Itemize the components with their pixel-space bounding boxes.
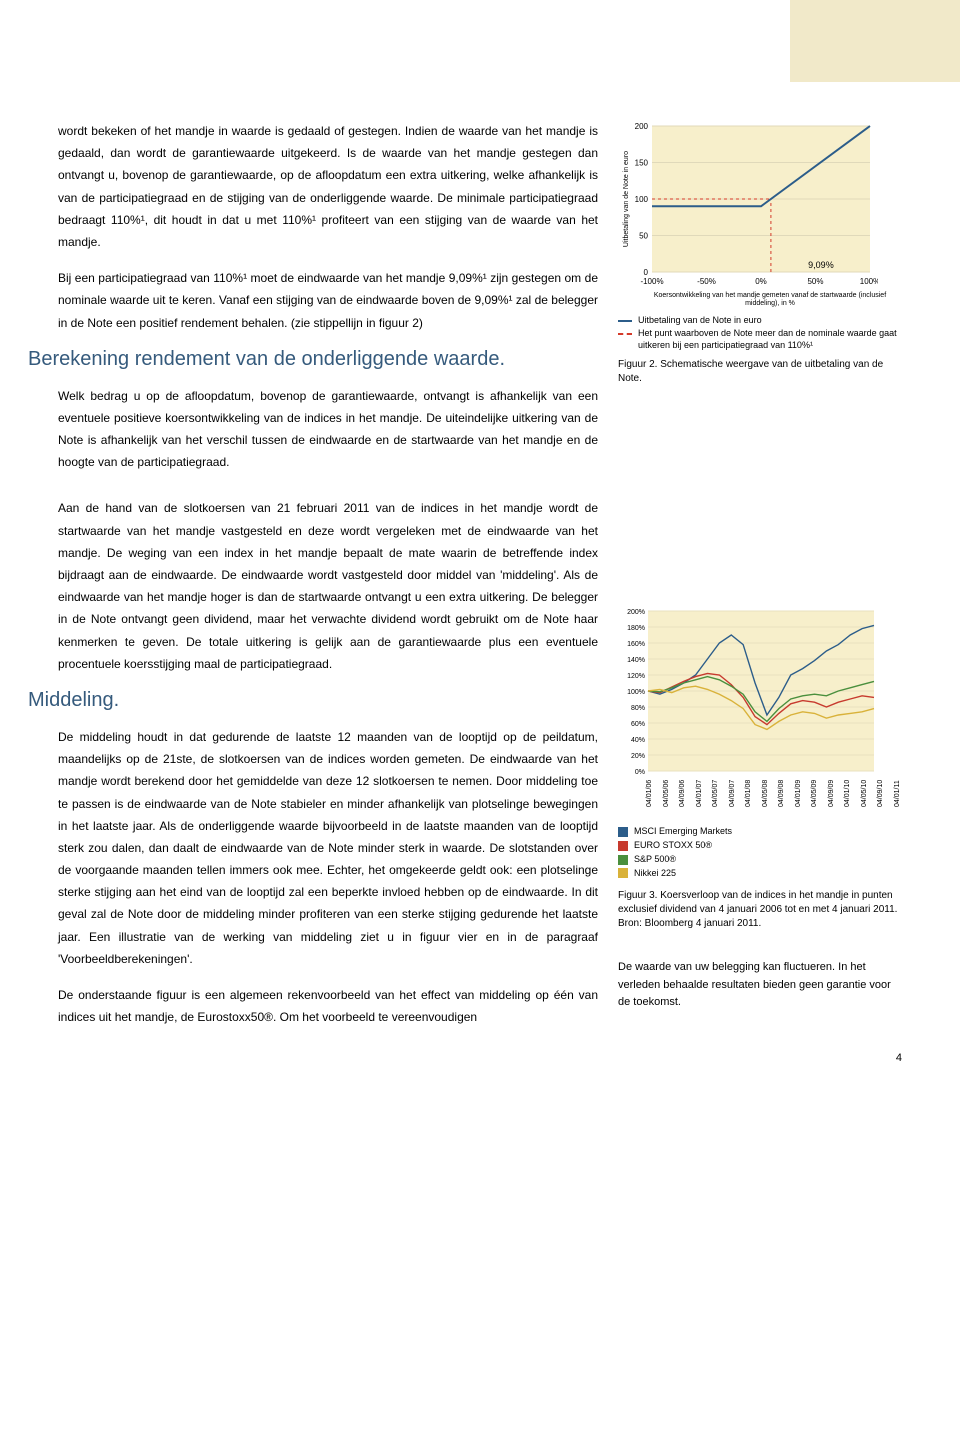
svg-text:40%: 40% (631, 737, 645, 744)
warning-text: De waarde van uw belegging kan fluctuere… (618, 959, 902, 1012)
svg-text:0%: 0% (635, 769, 645, 776)
figure-3-legend: MSCI Emerging Markets EURO STOXX 50® S&P 5… (618, 826, 902, 879)
figure-2-legend-line: Uitbetaling van de Note in euro (638, 315, 762, 327)
figure-3: 0% 20% 40% 60% 80% 100% 120% 140% 160% 180% 200% 0… (618, 607, 902, 931)
heading-middeling: Middeling. (28, 689, 598, 712)
paragraph-3: Welk bedrag u op de afloopdatum, bovenop… (58, 385, 598, 474)
svg-text:180%: 180% (627, 625, 645, 632)
svg-text:20%: 20% (631, 753, 645, 760)
svg-text:-100%: -100% (640, 277, 663, 286)
legend-label: S&P 500® (634, 854, 676, 866)
figure-3-caption: Figuur 3. Koersverloop van de indices in… (618, 889, 902, 931)
legend-square (618, 827, 628, 837)
figure-2-chart: 0 50 100 150 200 -100% -50% 0% 50% 100% Uitbetalin… (618, 120, 878, 290)
figure-2-xlabel: Koersontwikkeling van het mandje gemeten… (618, 292, 902, 309)
svg-text:0%: 0% (755, 277, 767, 286)
svg-text:200: 200 (635, 122, 649, 131)
svg-text:100%: 100% (627, 689, 645, 696)
legend-square (618, 855, 628, 865)
legend-label: Nikkei 225 (634, 868, 676, 880)
figure-2-caption: Figuur 2. Schematische weergave van de u… (618, 358, 902, 386)
paragraph-6: De onderstaande figuur is een algemeen r… (58, 984, 598, 1028)
heading-berekening: Berekening rendement van de onderliggend… (28, 348, 598, 371)
legend-swatch-line (618, 320, 632, 322)
svg-text:50%: 50% (807, 277, 823, 286)
svg-text:-50%: -50% (697, 277, 716, 286)
paragraph-1: wordt bekeken of het mandje in waarde is… (58, 120, 598, 253)
paragraph-2: Bij een participatiegraad van 110%¹ moet… (58, 267, 598, 334)
page-number: 4 (896, 1052, 902, 1064)
svg-text:Uitbetaling van de Note in eur: Uitbetaling van de Note in euro (623, 151, 630, 247)
svg-text:100%: 100% (860, 277, 878, 286)
svg-text:200%: 200% (627, 609, 645, 616)
legend-label: MSCI Emerging Markets (634, 826, 732, 838)
paragraph-5: De middeling houdt in dat gedurende de l… (58, 726, 598, 970)
svg-text:140%: 140% (627, 657, 645, 664)
paragraph-4: Aan de hand van de slotkoersen van 21 fe… (58, 497, 598, 675)
svg-text:120%: 120% (627, 673, 645, 680)
svg-text:0: 0 (644, 268, 649, 277)
figure-2-legend-dash: Het punt waarboven de Note meer dan de n… (638, 328, 902, 351)
svg-text:50: 50 (639, 232, 648, 241)
legend-square (618, 841, 628, 851)
svg-text:60%: 60% (631, 721, 645, 728)
legend-swatch-dash (618, 333, 632, 335)
figure-2: 0 50 100 150 200 -100% -50% 0% 50% 100% Uitbetalin… (618, 120, 902, 386)
svg-text:160%: 160% (627, 641, 645, 648)
svg-text:80%: 80% (631, 705, 645, 712)
legend-square (618, 868, 628, 878)
legend-label: EURO STOXX 50® (634, 840, 712, 852)
figure-3-chart: 0% 20% 40% 60% 80% 100% 120% 140% 160% 180% 200% (618, 607, 878, 777)
figure-3-xlabels: 04/01/0604/05/0604/09/0604/01/0704/05/07… (618, 777, 902, 784)
svg-text:9,09%: 9,09% (808, 260, 834, 270)
svg-text:150: 150 (635, 159, 649, 168)
svg-text:100: 100 (635, 195, 649, 204)
